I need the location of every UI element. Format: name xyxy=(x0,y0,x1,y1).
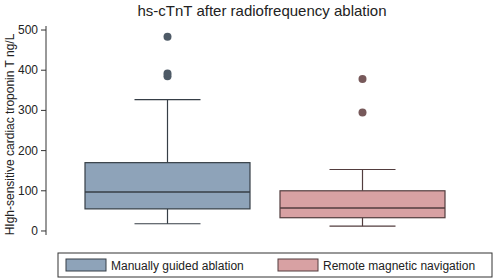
box-plot xyxy=(85,33,250,224)
median-line xyxy=(280,207,445,209)
y-tick-label: 100 xyxy=(18,184,38,198)
y-axis-label: HIgh-sensitive cardiac troponin T ng/L xyxy=(3,33,17,235)
y-tick xyxy=(41,30,46,31)
y-tick xyxy=(41,190,46,191)
y-tick-label: 300 xyxy=(18,103,38,117)
upper-cap xyxy=(135,99,201,100)
plot-area xyxy=(85,33,445,226)
y-tick-label: 200 xyxy=(18,144,38,158)
title: hs-cTnT after radiofrequency ablation xyxy=(137,2,386,19)
y-tick xyxy=(41,70,46,71)
chart-svg: hs-cTnT after radiofrequency ablation HIg… xyxy=(0,0,500,280)
legend-label: Manually guided ablation xyxy=(111,259,244,273)
lower-whisker xyxy=(362,218,363,226)
outlier xyxy=(359,75,367,83)
lower-cap xyxy=(135,223,201,224)
background xyxy=(0,0,500,280)
y-tick xyxy=(41,230,46,231)
lower-whisker xyxy=(167,209,168,224)
upper-whisker xyxy=(362,169,363,190)
y-tick-label: 500 xyxy=(18,23,38,37)
y-tick xyxy=(41,150,46,151)
legend-frame xyxy=(58,253,492,277)
y-tick xyxy=(41,110,46,111)
box-plot xyxy=(280,75,445,226)
outlier xyxy=(359,108,367,116)
legend: Manually guided ablation Remote magnetic … xyxy=(58,253,492,277)
box xyxy=(85,163,250,209)
outlier xyxy=(164,69,172,77)
upper-whisker xyxy=(167,100,168,163)
y-tick-label: 400 xyxy=(18,63,38,77)
median-line xyxy=(85,191,250,193)
legend-label: Remote magnetic navigation xyxy=(323,259,475,273)
legend-swatch xyxy=(66,259,106,271)
chart-container: hs-cTnT after radiofrequency ablation HIg… xyxy=(0,0,500,280)
y-tick-label: 0 xyxy=(31,224,38,238)
y-axis-line xyxy=(46,26,47,235)
upper-cap xyxy=(330,169,396,170)
outlier xyxy=(164,33,172,41)
legend-swatch xyxy=(278,259,318,271)
box xyxy=(280,191,445,218)
lower-cap xyxy=(330,226,396,227)
